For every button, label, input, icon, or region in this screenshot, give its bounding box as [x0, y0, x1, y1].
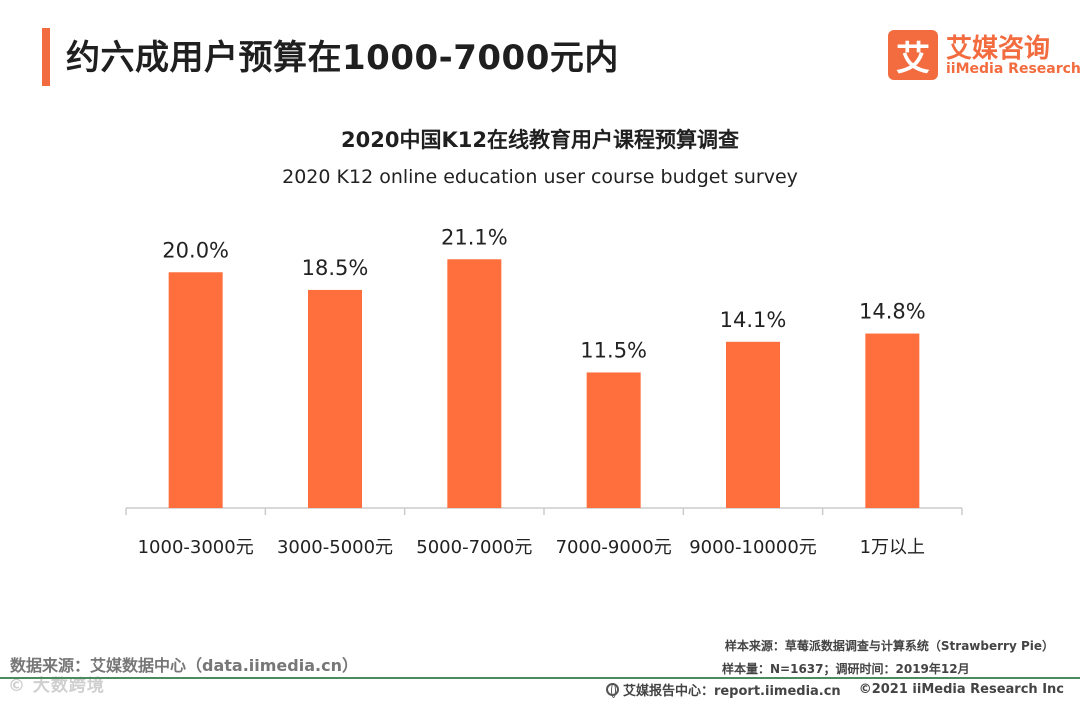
- data-label: 21.1%: [441, 225, 508, 249]
- footer-divider: [0, 677, 1080, 679]
- data-label: 14.1%: [720, 308, 787, 332]
- bar: [865, 333, 920, 508]
- x-tick-label: 5000-7000元: [416, 537, 532, 558]
- x-tick-label: 1万以上: [860, 537, 925, 558]
- x-tick-label: 9000-10000元: [689, 537, 817, 558]
- sample-size: 样本量：N=1637；调研时间：2019年12月: [722, 662, 970, 676]
- iimedia-logo: 艾 艾媒咨询 iiMedia Research: [888, 30, 1080, 82]
- chart-title: 2020中国K12在线教育用户课程预算调查: [341, 128, 739, 152]
- bar: [308, 289, 362, 508]
- globe-icon: [605, 683, 619, 698]
- title-accent-bar: [42, 28, 50, 86]
- logo-en-text: iiMedia Research: [946, 61, 1080, 77]
- bar: [726, 341, 780, 508]
- data-source: 数据来源：艾媒数据中心（data.iimedia.cn）: [10, 656, 358, 675]
- logo-cn-text: 艾媒咨询: [946, 34, 1051, 64]
- data-label: 11.5%: [580, 338, 647, 362]
- x-tick-label: 1000-3000元: [138, 537, 254, 558]
- x-tick-label: 7000-9000元: [556, 537, 672, 558]
- bar: [168, 272, 223, 508]
- bar: [586, 372, 641, 508]
- sample-source: 样本来源：草莓派数据调查与计算系统（Strawberry Pie）: [724, 639, 1054, 653]
- watermark: © 大数跨境: [8, 676, 105, 696]
- footer-credits: 艾媒报告中心：report.iimedia.cn ©2021 iiMedia R…: [605, 680, 1064, 699]
- data-label: 14.8%: [859, 300, 926, 324]
- report-center-link[interactable]: 艾媒报告中心：report.iimedia.cn: [622, 684, 841, 699]
- x-tick-label: 3000-5000元: [277, 537, 393, 558]
- bar: [447, 259, 502, 508]
- copyright: ©2021 iiMedia Research Inc: [858, 682, 1064, 697]
- page-title: 约六成用户预算在1000-7000元内: [66, 38, 619, 78]
- chart-subtitle: 2020 K12 online education user course bu…: [282, 166, 798, 188]
- logo-mark-icon: 艾: [888, 30, 938, 80]
- data-label: 20.0%: [162, 238, 229, 262]
- data-label: 18.5%: [302, 256, 369, 280]
